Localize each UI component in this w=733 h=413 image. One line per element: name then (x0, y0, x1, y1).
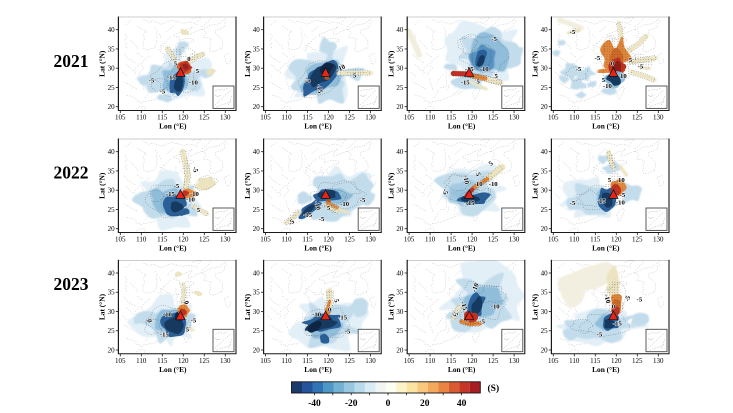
svg-text:-15: -15 (338, 314, 348, 321)
svg-text:5: 5 (196, 68, 200, 75)
svg-text:-40: -40 (308, 399, 321, 409)
svg-text:0: 0 (328, 306, 332, 313)
svg-text:-5: -5 (191, 317, 197, 324)
svg-text:0: 0 (386, 399, 391, 409)
svg-text:-5: -5 (450, 310, 459, 318)
svg-text:0: 0 (182, 300, 190, 306)
svg-text:5: 5 (608, 177, 612, 184)
svg-text:-10: -10 (313, 200, 322, 211)
svg-text:-5: -5 (174, 183, 180, 190)
svg-text:2022: 2022 (54, 163, 89, 183)
svg-text:5: 5 (495, 73, 499, 80)
svg-text:-5: -5 (191, 166, 199, 174)
svg-text:0: 0 (145, 319, 153, 324)
svg-text:-10: -10 (461, 175, 470, 186)
svg-text:5: 5 (197, 207, 201, 214)
svg-text:-10: -10 (189, 80, 199, 87)
svg-text:0: 0 (187, 56, 191, 63)
svg-text:-5: -5 (319, 216, 325, 223)
svg-text:-15: -15 (160, 331, 170, 338)
svg-text:-5: -5 (479, 318, 485, 325)
svg-text:10: 10 (476, 181, 483, 188)
svg-text:-5: -5 (287, 218, 296, 227)
svg-text:-10: -10 (186, 197, 196, 204)
svg-text:-15: -15 (461, 80, 471, 87)
svg-text:-15: -15 (459, 301, 468, 312)
svg-text:-15: -15 (315, 84, 324, 95)
svg-text:-5: -5 (638, 64, 644, 71)
svg-text:10: 10 (618, 177, 625, 184)
svg-text:-5: -5 (595, 55, 601, 62)
svg-text:-15: -15 (597, 198, 607, 205)
svg-text:5: 5 (353, 73, 357, 80)
svg-text:-5: -5 (491, 36, 497, 43)
svg-text:5: 5 (327, 205, 331, 212)
svg-text:-5: -5 (345, 328, 351, 335)
svg-text:-20: -20 (345, 399, 358, 409)
svg-text:-10: -10 (480, 66, 490, 73)
svg-text:-10: -10 (312, 311, 322, 318)
svg-text:-5: -5 (624, 294, 633, 302)
svg-text:5: 5 (474, 172, 482, 178)
svg-text:5: 5 (186, 326, 190, 333)
svg-text:-5: -5 (597, 331, 603, 338)
svg-text:-5: -5 (570, 29, 576, 36)
svg-text:-10: -10 (616, 200, 626, 207)
svg-text:0: 0 (611, 61, 615, 68)
svg-text:10: 10 (620, 73, 627, 80)
svg-text:5: 5 (174, 61, 178, 68)
svg-text:-15: -15 (613, 320, 623, 327)
svg-text:-10: -10 (489, 181, 499, 188)
svg-text:-5: -5 (160, 89, 166, 96)
svg-text:-5: -5 (637, 296, 643, 303)
svg-text:5: 5 (488, 160, 496, 168)
svg-text:-15: -15 (167, 75, 177, 82)
svg-text:-15: -15 (303, 212, 313, 219)
svg-text:40: 40 (457, 399, 467, 409)
svg-text:(S): (S) (488, 383, 500, 394)
svg-text:-10: -10 (471, 282, 481, 293)
svg-text:-5: -5 (441, 188, 449, 195)
svg-text:-10: -10 (491, 303, 501, 310)
svg-text:5: 5 (602, 77, 606, 84)
svg-text:-5: -5 (570, 200, 576, 207)
svg-text:5: 5 (629, 57, 633, 64)
svg-text:2023: 2023 (54, 274, 89, 294)
svg-text:-5: -5 (360, 197, 366, 204)
svg-text:-5: -5 (576, 66, 582, 73)
svg-text:0: 0 (612, 303, 616, 310)
svg-text:-10: -10 (340, 201, 350, 208)
svg-text:-15: -15 (466, 200, 476, 207)
svg-text:-5: -5 (303, 77, 311, 84)
svg-text:20: 20 (420, 399, 430, 409)
svg-text:-5: -5 (620, 192, 626, 199)
svg-text:-10: -10 (190, 191, 200, 198)
svg-text:-10: -10 (603, 83, 613, 90)
svg-text:-10: -10 (602, 294, 611, 305)
svg-text:5: 5 (477, 79, 481, 86)
svg-text:-10: -10 (335, 63, 347, 73)
svg-text:-15: -15 (166, 191, 176, 198)
svg-text:-5: -5 (149, 78, 155, 85)
svg-text:-10: -10 (163, 311, 173, 318)
svg-text:2021: 2021 (54, 51, 89, 71)
svg-text:5: 5 (332, 298, 340, 304)
